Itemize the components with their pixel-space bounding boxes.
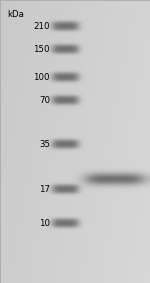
Text: 17: 17 [39, 185, 50, 194]
Text: 70: 70 [39, 96, 50, 105]
Text: 150: 150 [33, 45, 50, 54]
Text: 35: 35 [39, 140, 50, 149]
Text: 100: 100 [33, 73, 50, 82]
Text: 210: 210 [33, 22, 50, 31]
Text: 10: 10 [39, 219, 50, 228]
Text: kDa: kDa [7, 10, 24, 19]
